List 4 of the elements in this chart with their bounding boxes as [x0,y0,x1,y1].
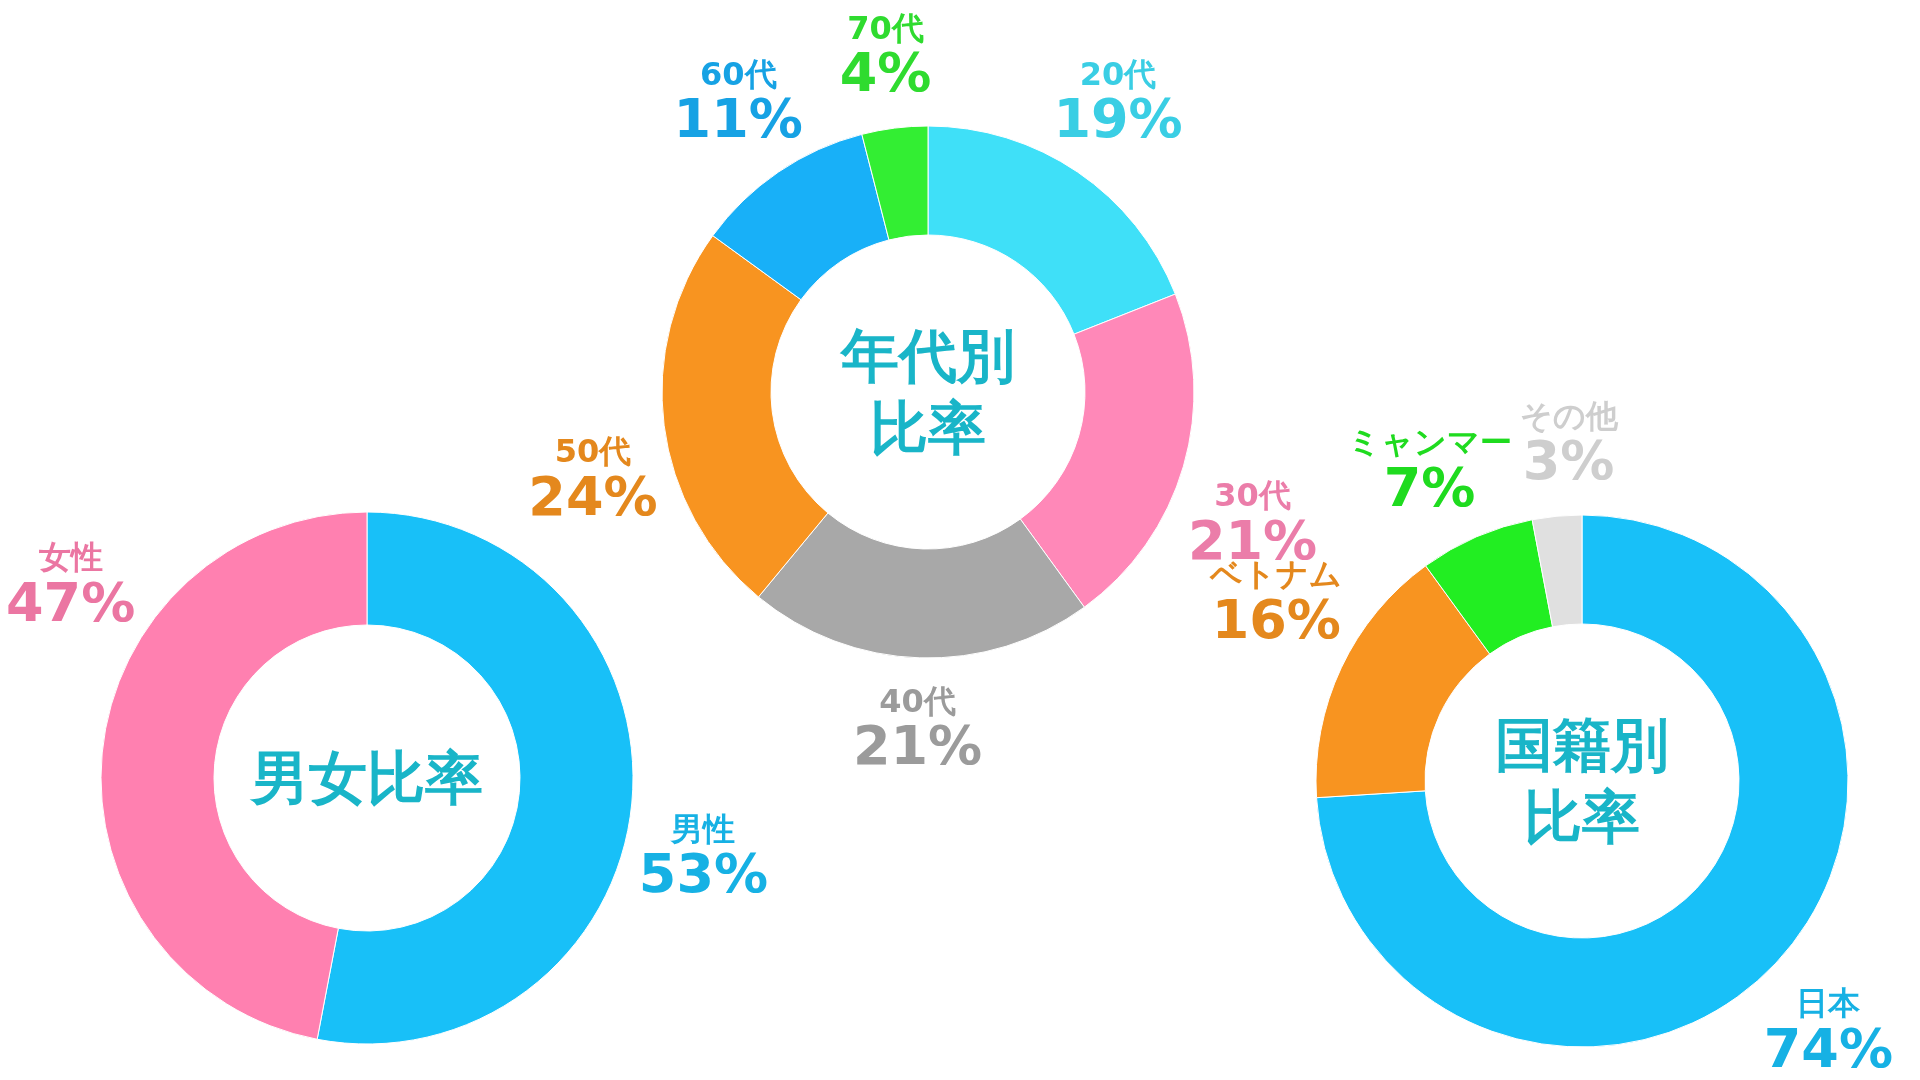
slice-label: ミャンマー [1347,422,1512,461]
text: 年代別比率 [839,320,1016,464]
text: 男女比率 [249,742,484,814]
text: 国籍別比率 [1493,709,1670,853]
